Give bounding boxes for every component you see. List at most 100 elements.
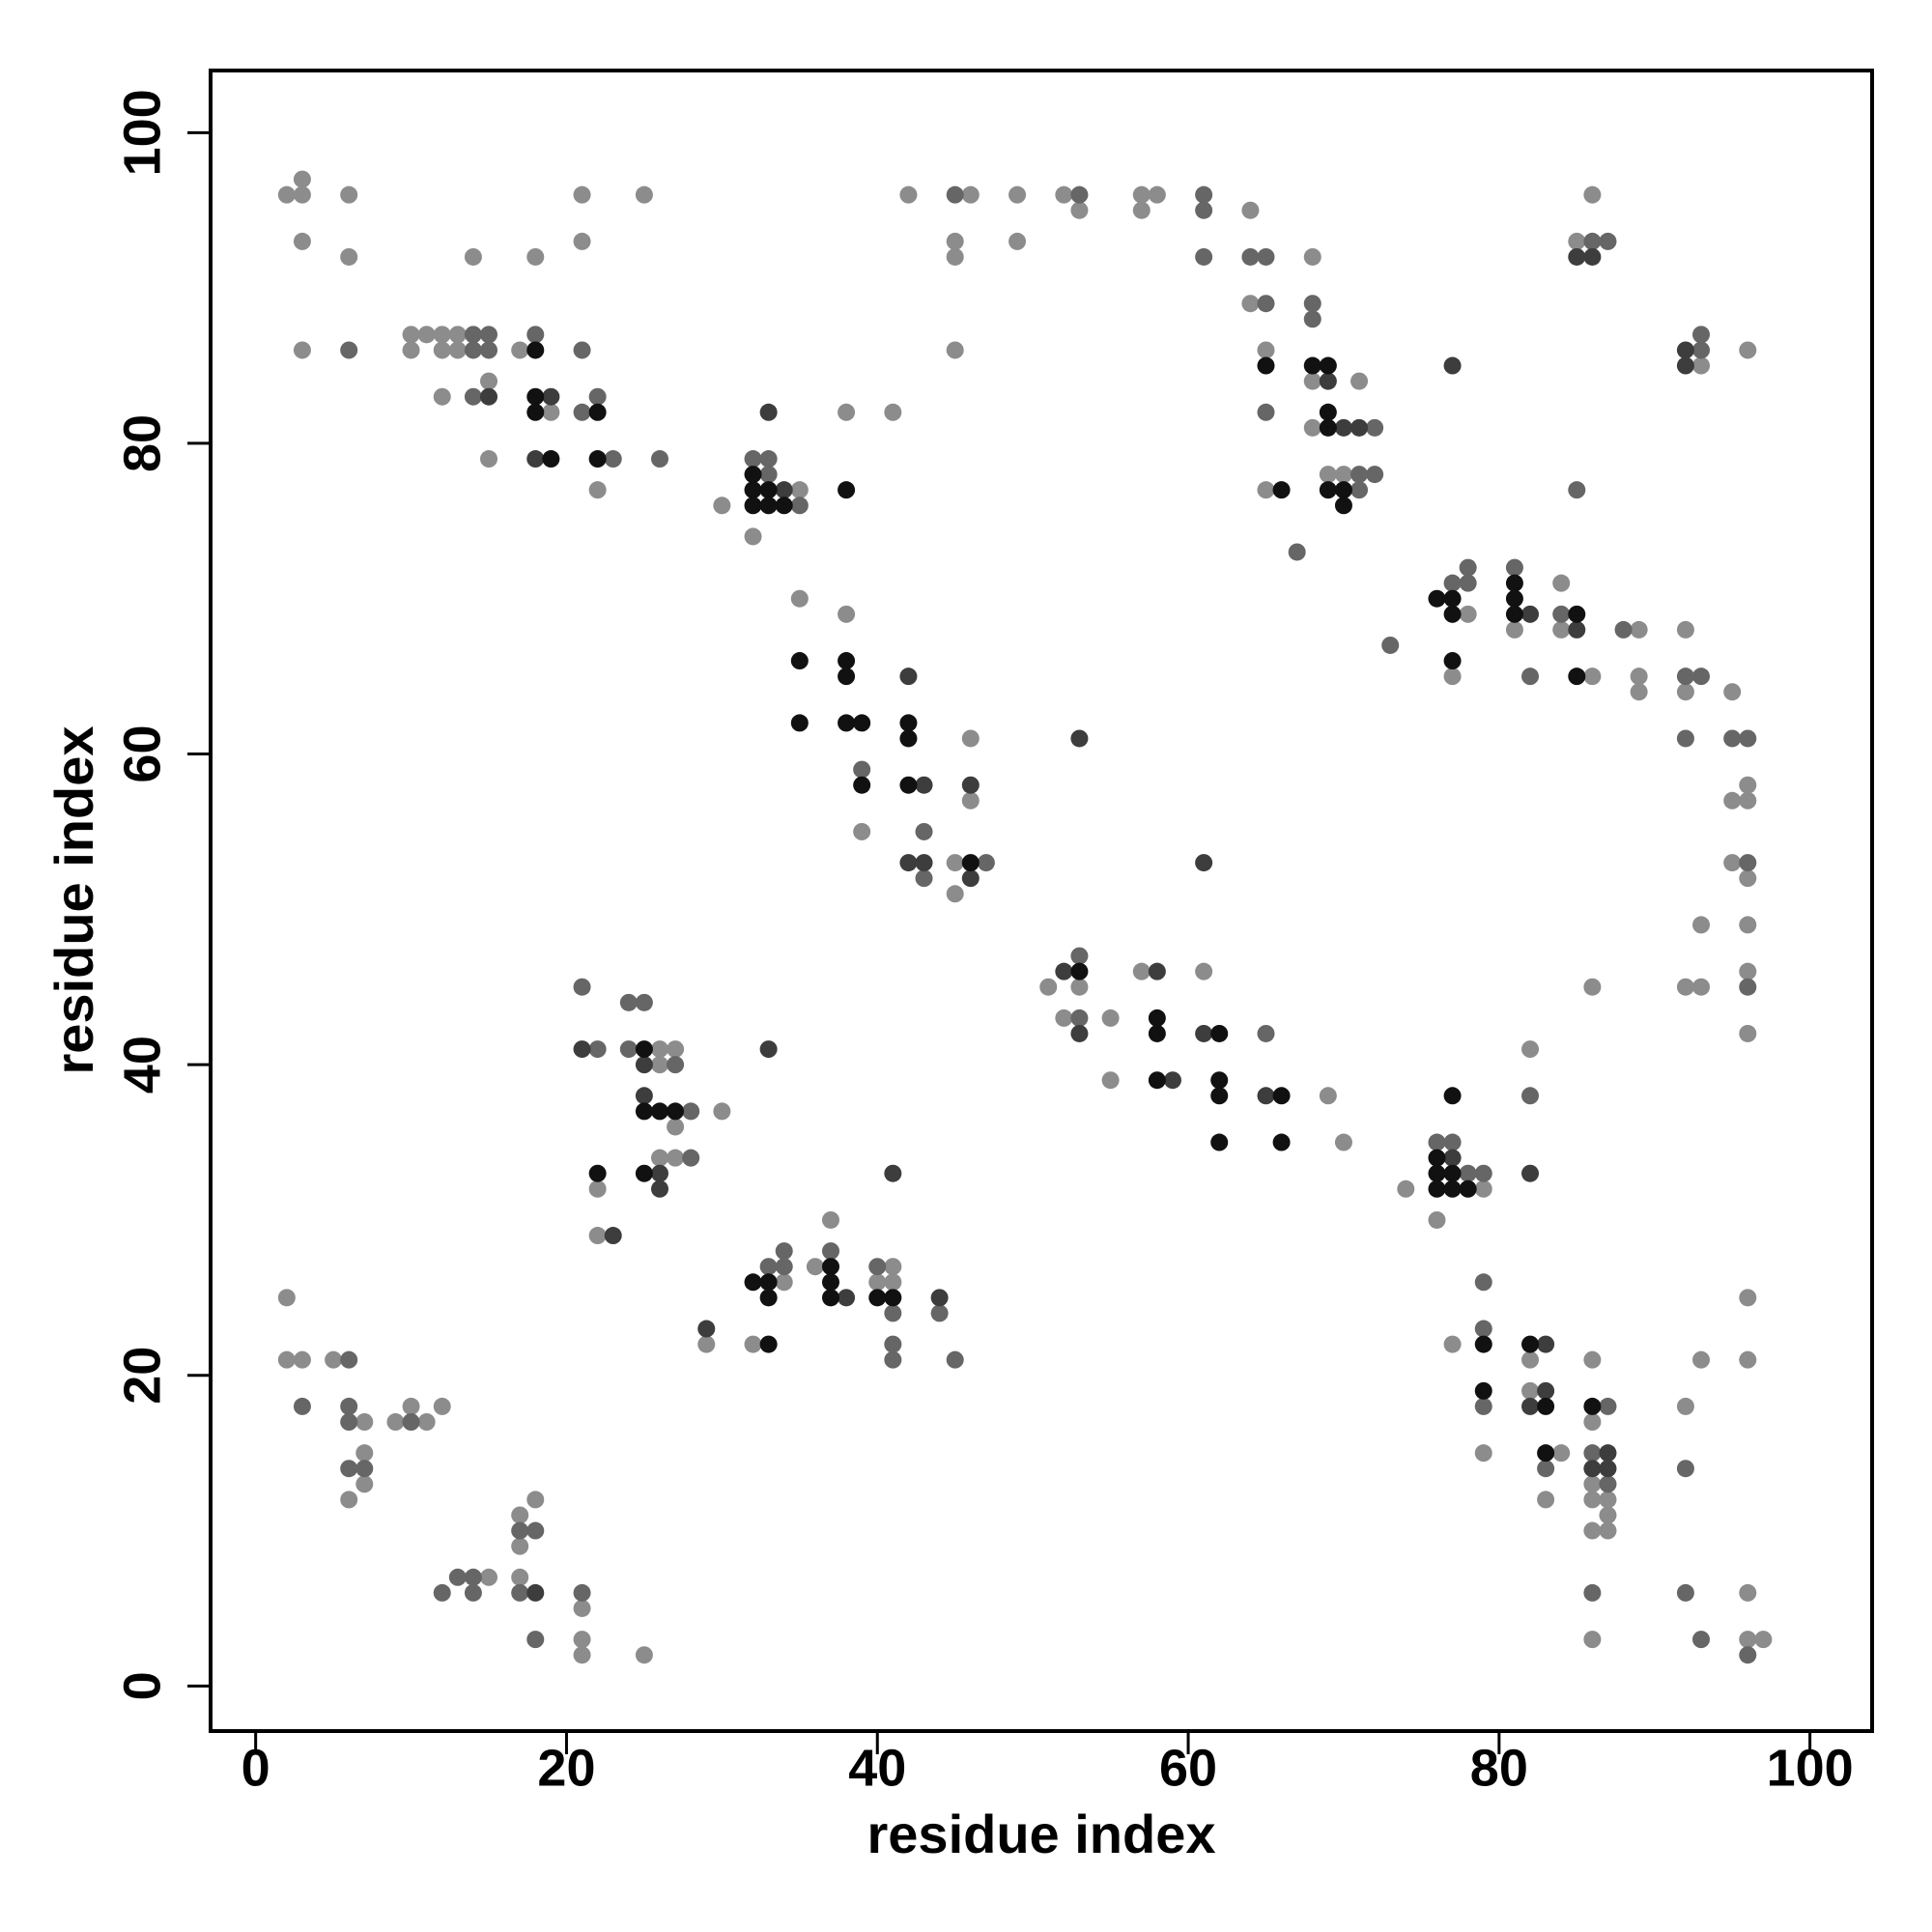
- point: [511, 1583, 529, 1602]
- point: [293, 341, 311, 359]
- point: [1257, 295, 1275, 313]
- point: [1739, 776, 1757, 794]
- point: [480, 341, 498, 359]
- point: [759, 1335, 778, 1353]
- point: [1583, 1460, 1602, 1478]
- point: [526, 1491, 545, 1509]
- point: [915, 869, 933, 888]
- point: [1723, 729, 1742, 748]
- point: [1692, 1350, 1711, 1369]
- point: [1241, 295, 1260, 313]
- point: [573, 1599, 591, 1617]
- point: [402, 341, 420, 359]
- point: [1334, 1133, 1352, 1151]
- point: [293, 1350, 311, 1369]
- point: [1676, 1460, 1694, 1478]
- point: [480, 387, 498, 406]
- point: [417, 326, 436, 344]
- point: [713, 497, 731, 515]
- point: [340, 1491, 358, 1509]
- point: [464, 247, 482, 266]
- point: [884, 1335, 902, 1353]
- point: [667, 1056, 685, 1074]
- point: [961, 854, 980, 872]
- point: [1334, 497, 1352, 515]
- point: [667, 1118, 685, 1136]
- point: [961, 185, 980, 204]
- point: [1537, 1381, 1555, 1400]
- point: [448, 326, 467, 344]
- point: [1070, 201, 1089, 219]
- point: [526, 403, 545, 421]
- point: [340, 1412, 358, 1431]
- point: [386, 1412, 405, 1431]
- point: [744, 450, 762, 469]
- point: [946, 232, 964, 250]
- point: [1583, 978, 1602, 996]
- point: [1443, 1087, 1462, 1105]
- point: [790, 714, 809, 732]
- point: [697, 1320, 716, 1338]
- point: [1552, 620, 1571, 639]
- point: [1537, 1444, 1555, 1463]
- point: [526, 450, 545, 469]
- point: [1521, 1350, 1540, 1369]
- point: [1474, 1444, 1492, 1463]
- point: [1552, 1444, 1571, 1463]
- point: [1257, 341, 1275, 359]
- point: [759, 466, 778, 484]
- point: [1055, 185, 1073, 204]
- point: [744, 1335, 762, 1353]
- point: [464, 1568, 482, 1586]
- point: [682, 1149, 700, 1167]
- point: [821, 1242, 839, 1261]
- point: [1505, 589, 1523, 608]
- point: [1505, 620, 1523, 639]
- point: [1739, 978, 1757, 996]
- point: [1739, 1024, 1757, 1042]
- point: [1350, 372, 1369, 390]
- point: [1195, 201, 1213, 219]
- plot-frame: [209, 69, 1874, 1733]
- point: [961, 791, 980, 810]
- point: [930, 1289, 949, 1307]
- point: [1070, 962, 1089, 980]
- point: [961, 869, 980, 888]
- point: [915, 854, 933, 872]
- point: [790, 497, 809, 515]
- point: [1241, 201, 1260, 219]
- point: [433, 326, 451, 344]
- point: [946, 341, 964, 359]
- point: [1257, 247, 1275, 266]
- point: [697, 1335, 716, 1353]
- point: [1537, 1460, 1555, 1478]
- point: [1272, 1133, 1291, 1151]
- point: [448, 1568, 467, 1586]
- point: [1583, 1583, 1602, 1602]
- point: [1568, 620, 1586, 639]
- point: [1739, 341, 1757, 359]
- point: [573, 978, 591, 996]
- point: [635, 993, 653, 1011]
- point: [650, 1179, 668, 1198]
- point: [838, 1289, 856, 1307]
- point: [573, 403, 591, 421]
- point: [542, 403, 560, 421]
- point: [1428, 1179, 1446, 1198]
- point: [402, 1397, 420, 1415]
- point: [899, 185, 918, 204]
- point: [588, 1227, 607, 1245]
- point: [650, 1102, 668, 1121]
- point: [775, 481, 793, 499]
- point: [526, 1521, 545, 1540]
- point: [1241, 247, 1260, 266]
- point: [1739, 791, 1757, 810]
- point: [1552, 574, 1571, 592]
- point: [1692, 916, 1711, 934]
- point: [1319, 372, 1337, 390]
- point: [1521, 1040, 1540, 1059]
- point: [1350, 466, 1369, 484]
- x-tick-label: 80: [1470, 1739, 1528, 1797]
- point: [1676, 978, 1694, 996]
- point: [1474, 1179, 1492, 1198]
